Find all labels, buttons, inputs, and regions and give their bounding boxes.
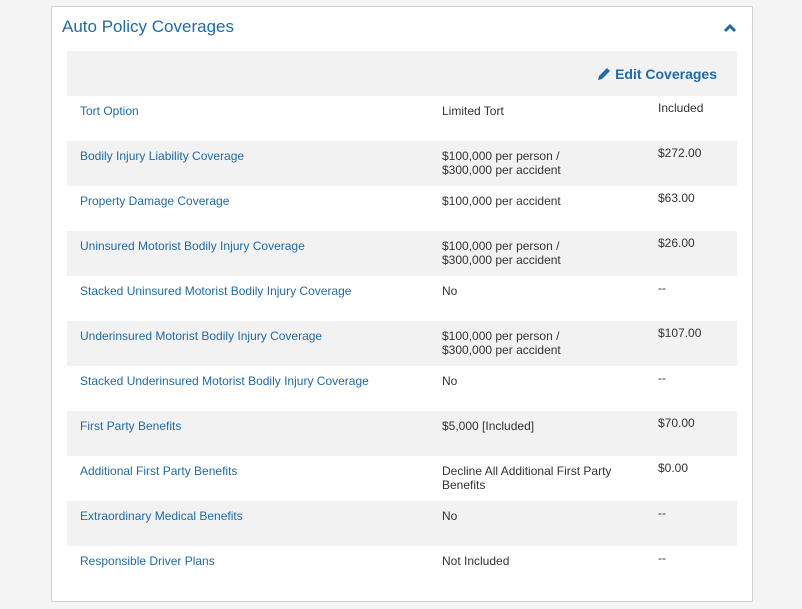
coverage-description: $100,000 per person / $300,000 per accide… (442, 329, 561, 357)
coverage-description: Not Included (442, 554, 509, 568)
description-line: Limited Tort (442, 104, 504, 118)
coverage-name[interactable]: Bodily Injury Liability Coverage (80, 149, 245, 163)
description-line: $100,000 per person / (442, 329, 560, 343)
coverage-price: -- (658, 281, 666, 295)
coverage-row: Underinsured Motorist Bodily Injury Cove… (67, 321, 737, 366)
coverage-description: No (442, 284, 457, 298)
coverage-price: $26.00 (658, 236, 695, 250)
description-line: No (442, 509, 458, 523)
coverage-row: First Party Benefits $5,000 [Included] $70… (67, 411, 737, 456)
description-line: Decline All Additional First Party (442, 464, 612, 478)
description-line: $100,000 per person / (442, 239, 560, 253)
coverage-name[interactable]: Stacked Uninsured Motorist Bodily Injury… (80, 284, 352, 298)
coverage-row: Additional First Party Benefits Decline A… (67, 456, 737, 501)
coverage-price: $0.00 (658, 461, 689, 475)
coverage-price: -- (658, 551, 666, 565)
coverage-name[interactable]: First Party Benefits (80, 419, 182, 433)
panel-title: Auto Policy Coverages (62, 17, 234, 36)
description-line: $5,000 [Included] (442, 419, 535, 433)
coverage-row: Uninsured Motorist Bodily Injury Coverag… (67, 231, 737, 276)
description-line: $100,000 per accident (442, 194, 561, 208)
coverage-row: Stacked Underinsured Motorist Bodily Inj… (67, 366, 737, 411)
description-line: Benefits (442, 478, 486, 492)
coverage-price: -- (658, 371, 666, 385)
coverage-row: Tort Option Limited Tort Included (67, 96, 737, 141)
coverage-name[interactable]: Extraordinary Medical Benefits (80, 509, 243, 523)
description-line: $300,000 per accident (442, 343, 561, 357)
coverage-description: Decline All Additional First Party Benefi… (442, 464, 611, 492)
coverage-description: $100,000 per accident (442, 194, 561, 208)
coverage-price: $63.00 (658, 191, 695, 205)
coverage-price: -- (658, 506, 666, 520)
coverage-description: $100,000 per person / $300,000 per accide… (442, 239, 561, 267)
description-line: $300,000 per accident (442, 253, 561, 267)
table-header: Edit Coverages (67, 51, 737, 96)
edit-label: Edit Coverages (615, 66, 717, 82)
collapse-toggle[interactable] (723, 23, 737, 33)
pencil-icon (598, 68, 611, 80)
coverage-row: Bodily Injury Liability Coverage $100,000… (67, 141, 737, 186)
description-line: $300,000 per accident (442, 163, 561, 177)
coverage-row: Extraordinary Medical Benefits No -- (67, 501, 737, 546)
description-line: $100,000 per person / (442, 149, 560, 163)
description-line: No (442, 284, 458, 298)
coverage-price: $70.00 (658, 416, 695, 430)
coverage-name[interactable]: Responsible Driver Plans (80, 554, 215, 568)
coverage-price: $107.00 (658, 326, 702, 340)
coverage-price: Included (658, 101, 704, 115)
coverage-name[interactable]: Additional First Party Benefits (80, 464, 238, 478)
coverage-list: Tort Option Limited Tort Included Bodily In… (67, 96, 737, 591)
coverage-row: Stacked Uninsured Motorist Bodily Injury… (67, 276, 737, 321)
coverage-name[interactable]: Stacked Underinsured Motorist Bodily Inj… (80, 374, 369, 388)
coverage-name[interactable]: Property Damage Coverage (80, 194, 230, 208)
edit-coverages-button[interactable]: Edit Coverages (597, 66, 717, 82)
coverage-description: $100,000 per person / $300,000 per accide… (442, 149, 561, 177)
description-line: No (442, 374, 458, 388)
coverage-panel: Auto Policy Coverages Edit Coverages Tor… (51, 6, 753, 602)
description-line: Not Included (442, 554, 510, 568)
coverage-description: $5,000 [Included] (442, 419, 534, 433)
coverage-name[interactable]: Uninsured Motorist Bodily Injury Coverag… (80, 239, 305, 253)
coverage-name[interactable]: Underinsured Motorist Bodily Injury Cove… (80, 329, 323, 343)
coverage-name[interactable]: Tort Option (80, 104, 139, 118)
coverage-price: $272.00 (658, 146, 702, 160)
coverage-row: Property Damage Coverage $100,000 per acc… (67, 186, 737, 231)
coverage-description: Limited Tort (442, 104, 504, 118)
coverage-description: No (442, 509, 457, 523)
coverage-row: Responsible Driver Plans Not Included -- (67, 546, 737, 591)
coverage-description: No (442, 374, 457, 388)
